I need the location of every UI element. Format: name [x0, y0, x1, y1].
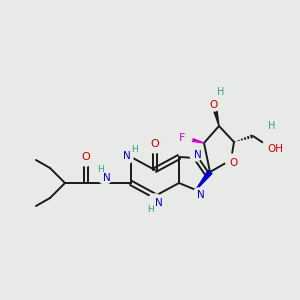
Circle shape — [98, 170, 112, 184]
Circle shape — [225, 154, 237, 166]
Text: H: H — [268, 121, 276, 131]
Text: H: H — [130, 145, 137, 154]
Text: H: H — [97, 166, 104, 175]
Text: N: N — [197, 190, 205, 200]
Circle shape — [79, 152, 93, 166]
Text: O: O — [210, 100, 218, 110]
Text: N: N — [103, 173, 111, 183]
Circle shape — [148, 194, 162, 208]
Polygon shape — [196, 170, 212, 190]
Circle shape — [193, 188, 205, 200]
Circle shape — [178, 131, 192, 145]
Text: OH: OH — [267, 144, 283, 154]
Text: O: O — [151, 139, 159, 149]
Text: F: F — [179, 133, 185, 143]
Text: O: O — [82, 152, 90, 162]
Circle shape — [119, 150, 133, 164]
Circle shape — [148, 139, 162, 153]
Text: H: H — [217, 87, 225, 97]
Text: N: N — [155, 198, 163, 208]
Polygon shape — [184, 136, 204, 143]
Polygon shape — [212, 104, 219, 126]
Text: N: N — [123, 151, 131, 161]
Text: N: N — [194, 150, 202, 160]
Circle shape — [190, 149, 202, 161]
Circle shape — [208, 99, 220, 111]
Text: H: H — [147, 206, 153, 214]
Circle shape — [262, 139, 280, 157]
Text: O: O — [229, 158, 237, 168]
